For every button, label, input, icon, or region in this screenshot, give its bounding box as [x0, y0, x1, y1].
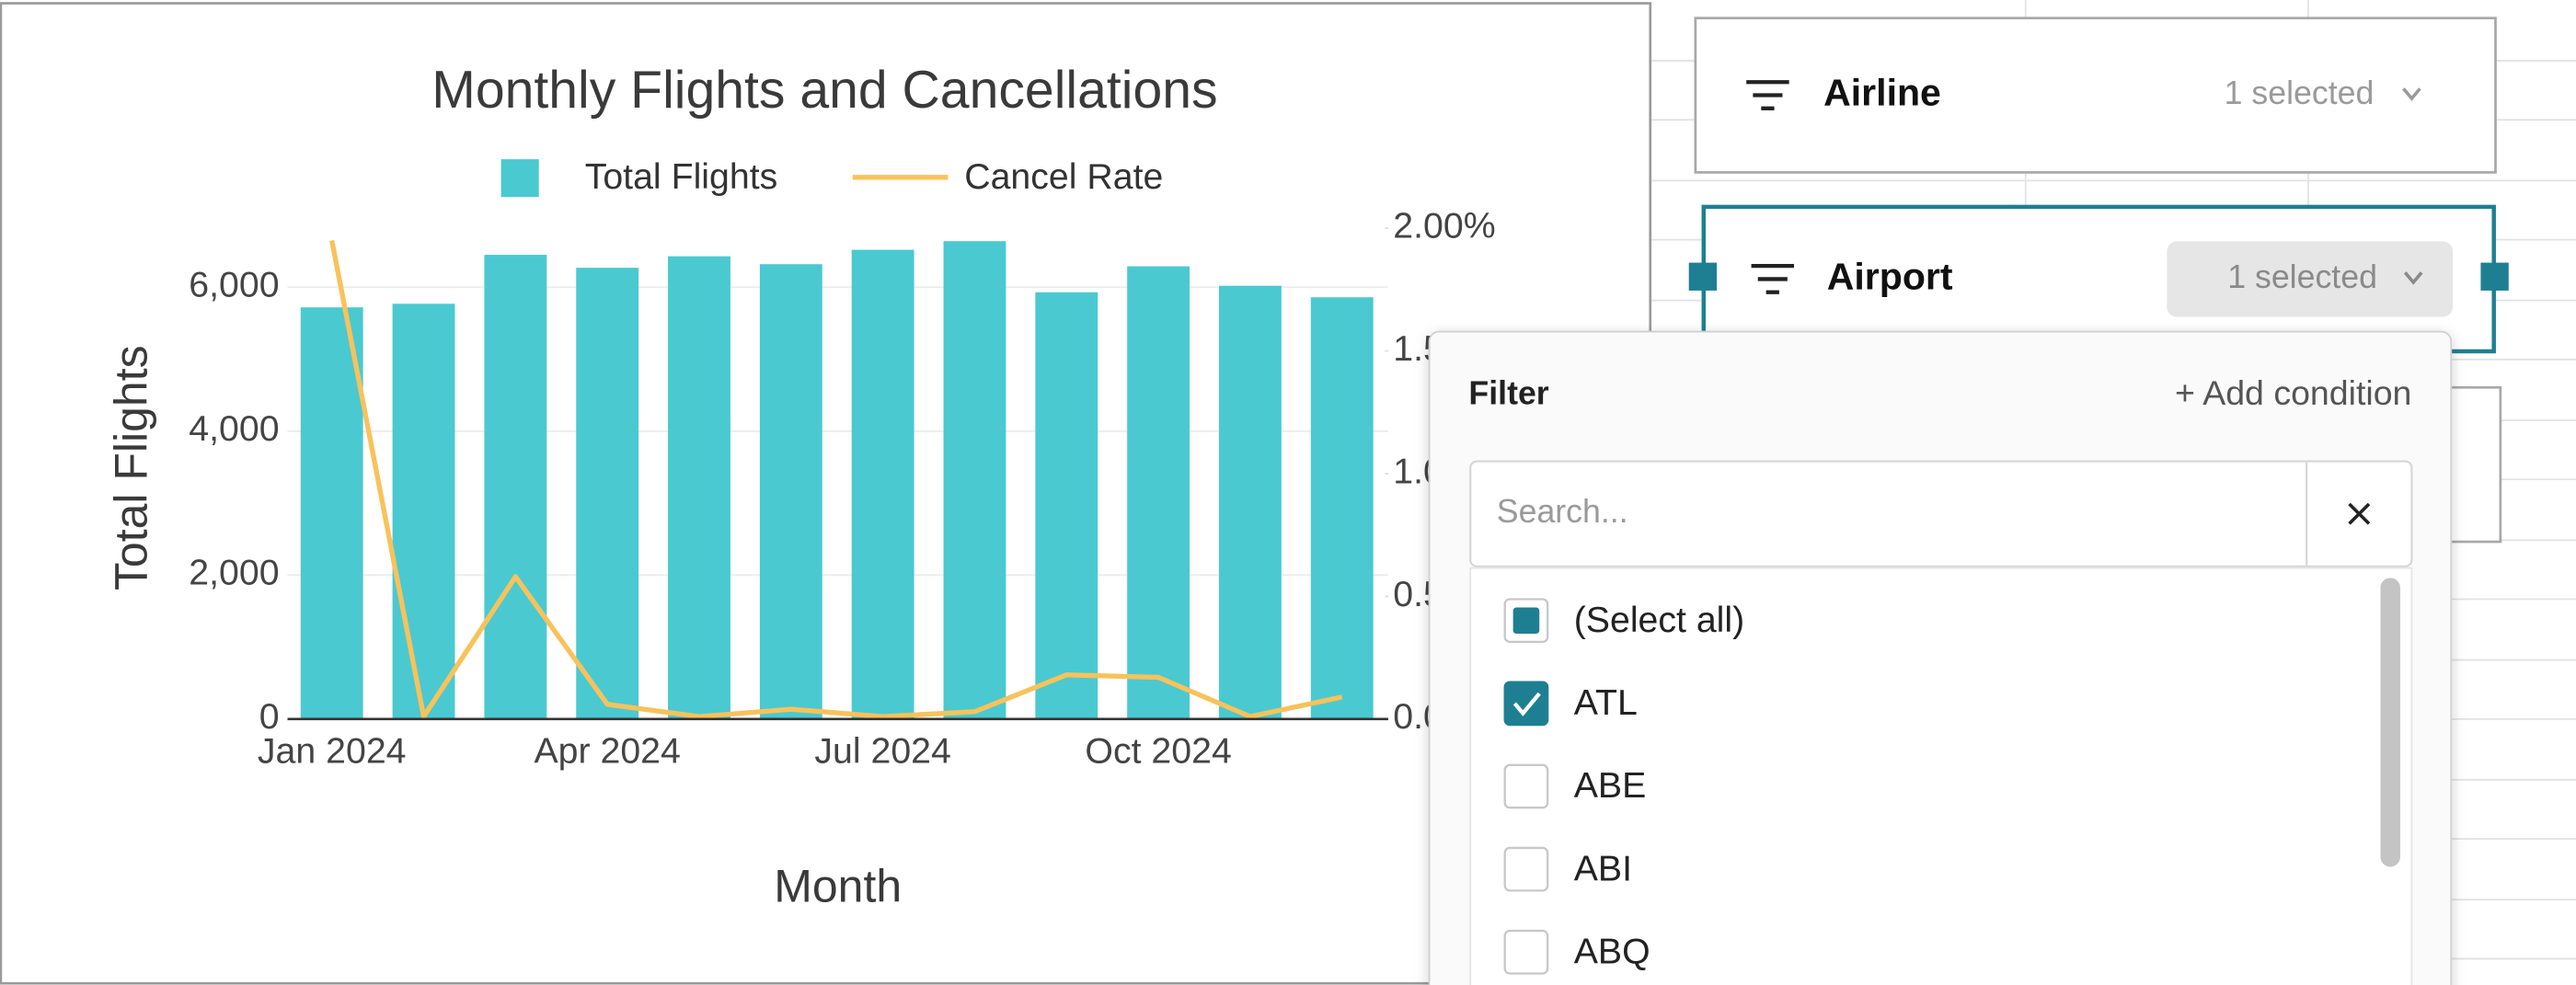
card-frame — [1694, 17, 2497, 174]
checkbox-option[interactable]: ABI — [1503, 846, 1632, 892]
option-label: ABI — [1574, 848, 1632, 888]
checkbox — [1503, 681, 1549, 727]
filter-card[interactable]: Airline 1 selected — [1694, 17, 2497, 174]
filter-card[interactable]: Airport 1 selected — [1688, 204, 2509, 354]
bar — [1310, 297, 1374, 719]
bar — [1127, 266, 1190, 719]
bar — [759, 264, 822, 719]
x-tick-label: Apr 2024 — [534, 731, 680, 772]
checkbox — [1503, 763, 1549, 809]
bar — [392, 304, 455, 719]
check-mark — [1512, 692, 1541, 716]
bar — [1219, 285, 1282, 719]
resize-handle[interactable] — [2480, 262, 2509, 291]
filter-dropdown: Filter + Add condition Search... (Select… — [1428, 330, 2453, 985]
y2-tick-label: 2.00% — [1393, 205, 1495, 246]
y-tick-label: 2,000 — [189, 553, 279, 593]
x-tick-label: Jan 2024 — [258, 731, 407, 772]
filter-status[interactable]: 1 selected — [2225, 74, 2375, 111]
checkbox-option[interactable]: ABQ — [1503, 929, 1650, 975]
bar — [484, 255, 547, 719]
chart-title: Monthly Flights and Cancellations — [431, 61, 1217, 120]
x-tick-label: Oct 2024 — [1085, 731, 1231, 772]
checkbox-option[interactable]: ATL — [1503, 681, 1638, 727]
partial-mark — [1512, 607, 1540, 635]
filter-icon — [1746, 80, 1789, 110]
filter-icon — [1751, 264, 1794, 294]
search-box[interactable] — [1469, 460, 2413, 567]
clear-button[interactable] — [2348, 502, 2371, 525]
y-tick-label: 0 — [259, 696, 280, 737]
bar — [300, 307, 363, 719]
chart: Monthly Flights and Cancellations Month … — [106, 61, 1496, 912]
legend-swatch — [500, 159, 539, 198]
status-pill[interactable] — [2167, 241, 2454, 317]
bar — [576, 268, 639, 719]
options-list — [1469, 567, 2413, 985]
filter-status[interactable]: 1 selected — [2227, 258, 2377, 295]
option-label: ABE — [1574, 765, 1647, 806]
line — [329, 239, 1343, 719]
chart-panel — [0, 2, 1652, 985]
chevron — [2402, 87, 2421, 101]
y-axis-title: Total Flights — [106, 345, 157, 590]
bar — [1035, 292, 1098, 719]
search-placeholder[interactable]: Search... — [1497, 493, 1628, 530]
checkbox-option[interactable]: (Select all) — [1503, 598, 1745, 644]
legend-label: Cancel Rate — [964, 156, 1163, 197]
bar — [943, 241, 1006, 719]
resize-handle[interactable] — [1688, 262, 1718, 291]
filter-label: Airport — [1827, 255, 1953, 297]
x-axis-title: Month — [774, 861, 902, 912]
y-tick-label: 4,000 — [189, 408, 279, 449]
panel-title: Filter — [1468, 375, 1548, 412]
checkbox-option[interactable]: ABE — [1503, 763, 1647, 809]
legend-label: Total Flights — [585, 156, 778, 197]
chevron — [2403, 271, 2423, 285]
checkbox — [1503, 929, 1549, 975]
option-label: ABQ — [1574, 931, 1650, 971]
filter-label: Airline — [1823, 71, 1941, 113]
bar — [668, 256, 730, 719]
x-tick-label: Jul 2024 — [814, 731, 950, 772]
checkbox — [1503, 846, 1549, 892]
option-label: (Select all) — [1574, 600, 1745, 640]
option-label: ATL — [1574, 682, 1638, 723]
bar — [851, 249, 914, 719]
scrollbar[interactable] — [2380, 578, 2400, 867]
add-condition[interactable]: + Add condition — [2175, 373, 2411, 412]
y-tick-label: 6,000 — [189, 265, 279, 305]
